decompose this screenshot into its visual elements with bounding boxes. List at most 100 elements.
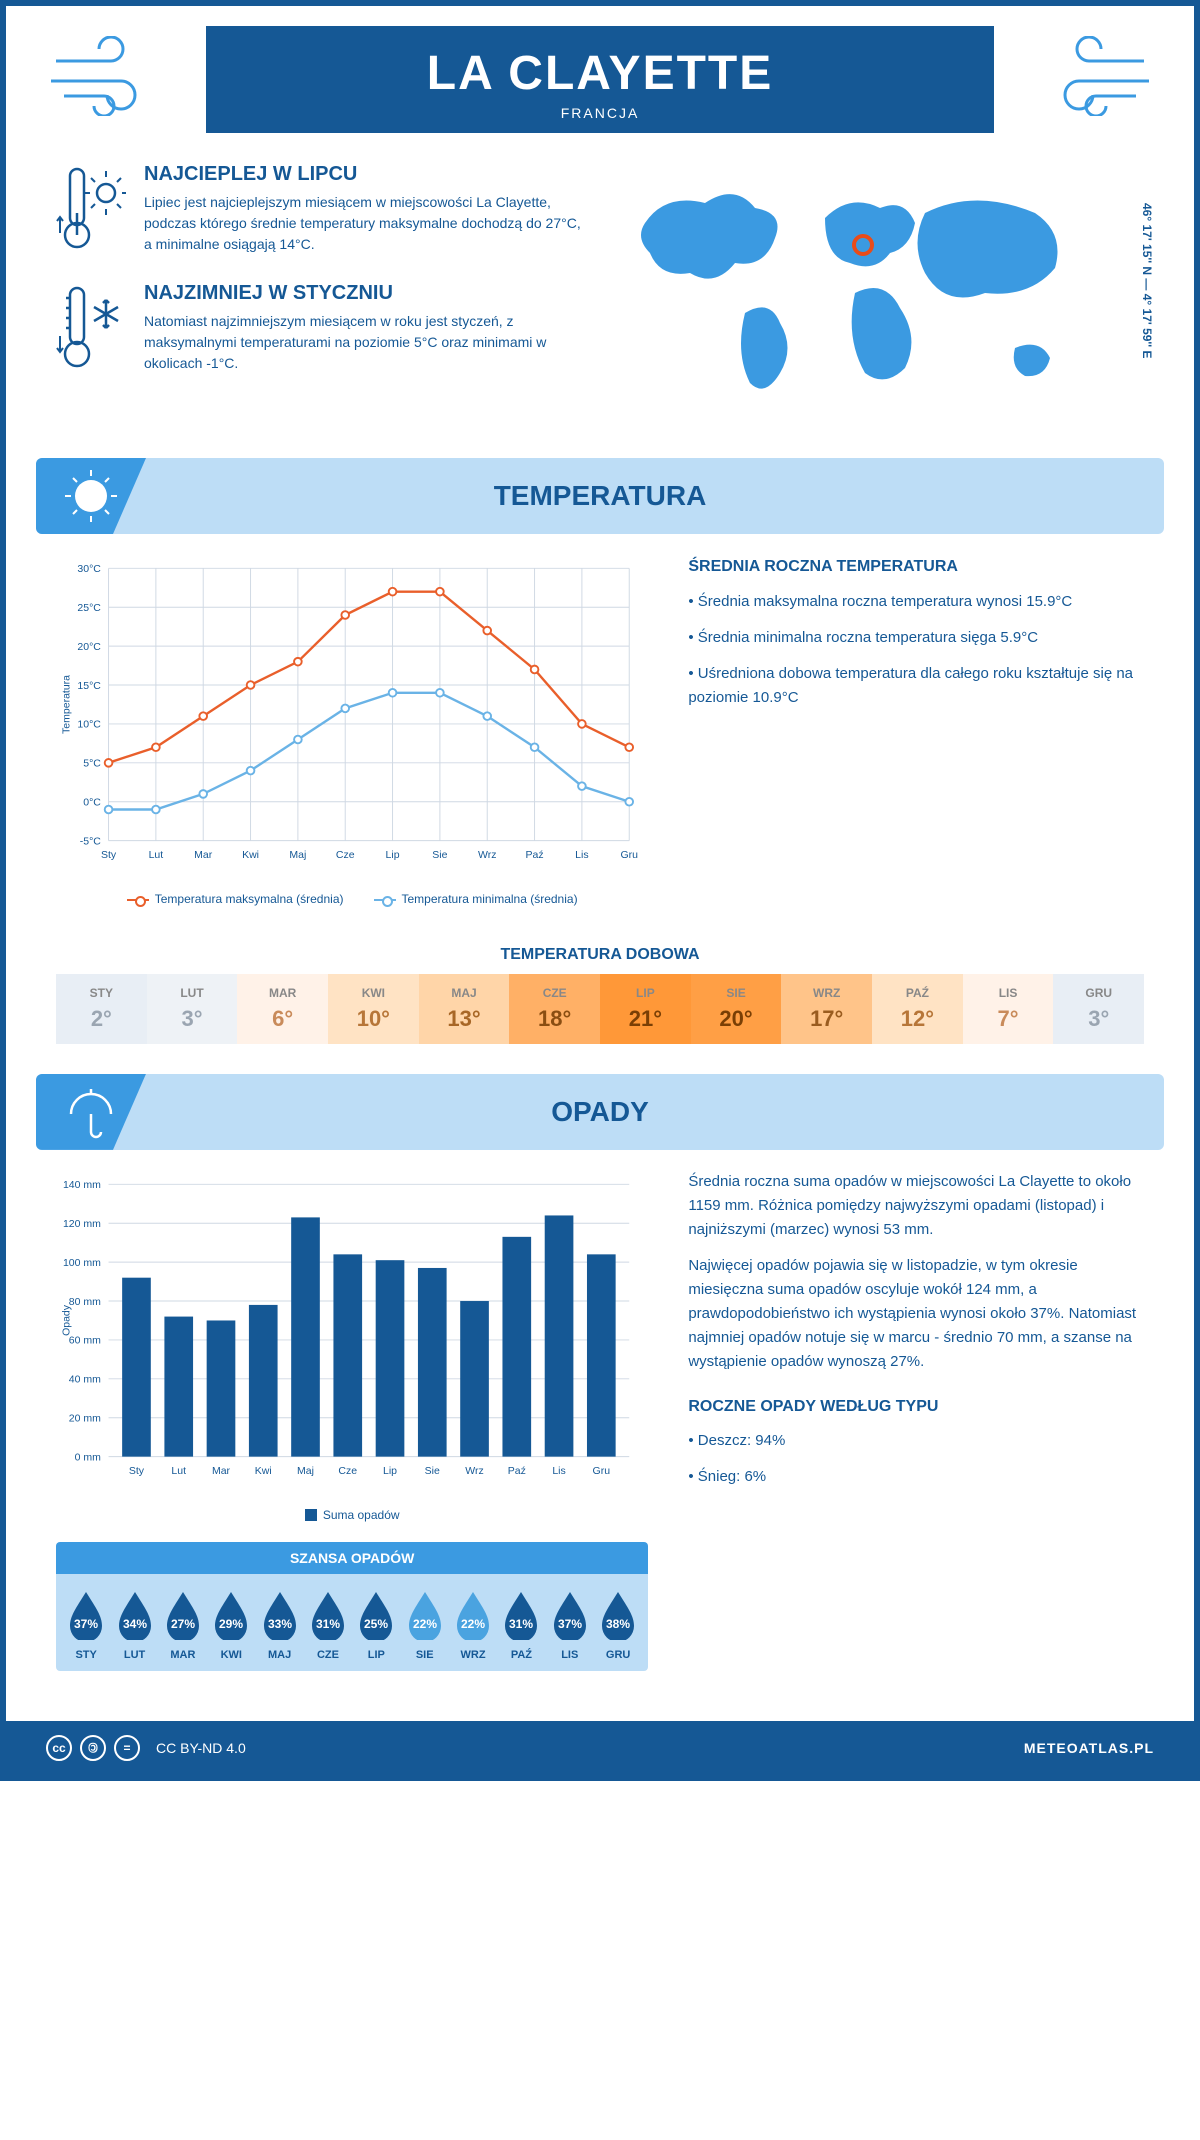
daily-temp-title: TEMPERATURA DOBOWA [6, 946, 1194, 964]
brand: METEOATLAS.PL [1024, 1740, 1154, 1756]
svg-text:20 mm: 20 mm [69, 1412, 101, 1424]
temp-summary-title: ŚREDNIA ROCZNA TEMPERATURA [688, 554, 1144, 580]
temp-bullet-0: • Średnia maksymalna roczna temperatura … [688, 590, 1144, 614]
chance-month: LUT [110, 1649, 158, 1661]
fact-cold-title: NAJZIMNIEJ W STYCZNIU [144, 282, 585, 305]
section-temperature-header: TEMPERATURA [36, 458, 1164, 534]
svg-text:Temperatura: Temperatura [60, 675, 72, 734]
svg-text:29%: 29% [219, 1617, 243, 1631]
svg-text:Maj: Maj [297, 1465, 314, 1477]
daily-value: 7° [963, 1006, 1054, 1032]
chance-month: WRZ [449, 1649, 497, 1661]
svg-text:40 mm: 40 mm [69, 1373, 101, 1385]
svg-text:30°C: 30°C [77, 563, 101, 575]
daily-month: STY [56, 986, 147, 1000]
chance-month: PAŹ [497, 1649, 545, 1661]
section-temperature-title: TEMPERATURA [494, 480, 707, 511]
svg-text:Mar: Mar [194, 849, 213, 861]
daily-value: 21° [600, 1006, 691, 1032]
chance-month: MAJ [255, 1649, 303, 1661]
daily-value: 17° [781, 1006, 872, 1032]
svg-text:Sty: Sty [129, 1465, 145, 1477]
svg-text:Cze: Cze [336, 849, 355, 861]
svg-text:60 mm: 60 mm [69, 1335, 101, 1347]
daily-month: LIS [963, 986, 1054, 1000]
umbrella-icon [36, 1074, 146, 1150]
svg-text:Gru: Gru [620, 849, 638, 861]
precip-legend: Suma opadów [56, 1508, 648, 1522]
svg-text:15°C: 15°C [77, 680, 101, 692]
svg-text:22%: 22% [461, 1617, 485, 1631]
daily-month: MAR [237, 986, 328, 1000]
fact-hot: NAJCIEPLEJ W LIPCU Lipiec jest najcieple… [56, 163, 585, 258]
precip-legend-label: Suma opadów [323, 1508, 400, 1522]
chance-month: CZE [304, 1649, 352, 1661]
temperature-content: -5°C0°C5°C10°C15°C20°C25°C30°CStyLutMarK… [6, 534, 1194, 926]
chance-month: LIS [546, 1649, 594, 1661]
precip-type-1: • Śnieg: 6% [688, 1465, 1144, 1489]
svg-text:25%: 25% [364, 1617, 388, 1631]
precip-type-title: ROCZNE OPADY WEDŁUG TYPU [688, 1394, 1144, 1420]
daily-month: CZE [509, 986, 600, 1000]
svg-text:Paź: Paź [526, 849, 544, 861]
svg-text:25°C: 25°C [77, 602, 101, 614]
daily-month: LUT [147, 986, 238, 1000]
daily-value: 6° [237, 1006, 328, 1032]
svg-text:Wrz: Wrz [465, 1465, 483, 1477]
chance-month: MAR [159, 1649, 207, 1661]
chance-month: LIP [352, 1649, 400, 1661]
precip-bar-chart: 0 mm 20 mm 40 mm 60 mm 80 mm 100 mm 120 mm 140 … [56, 1170, 648, 1495]
fact-cold: NAJZIMNIEJ W STYCZNIU Natomiast najzimni… [56, 282, 585, 377]
coordinates: 46° 17' 15'' N — 4° 17' 59'' E [1140, 203, 1154, 358]
svg-text:Lis: Lis [575, 849, 588, 861]
thermometer-snow-icon [56, 282, 126, 377]
daily-month: SIE [691, 986, 782, 1000]
title-banner: LA CLAYETTE FRANCJA [206, 26, 994, 133]
svg-text:Lis: Lis [552, 1465, 565, 1477]
daily-month: LIP [600, 986, 691, 1000]
daily-value: 13° [419, 1006, 510, 1032]
svg-text:Kwi: Kwi [255, 1465, 272, 1477]
daily-month: PAŹ [872, 986, 963, 1000]
svg-text:37%: 37% [558, 1617, 582, 1631]
precip-p1: Średnia roczna suma opadów w miejscowośc… [688, 1170, 1144, 1242]
wind-icon-left [46, 36, 156, 121]
svg-text:20°C: 20°C [77, 641, 101, 653]
footer: cc 🄯 = CC BY-ND 4.0 METEOATLAS.PL [6, 1721, 1194, 1775]
svg-text:140 mm: 140 mm [63, 1179, 101, 1191]
svg-text:Cze: Cze [338, 1465, 357, 1477]
svg-text:Gru: Gru [593, 1465, 611, 1477]
fact-hot-text: Lipiec jest najcieplejszym miesiącem w m… [144, 192, 585, 255]
svg-text:27%: 27% [171, 1617, 195, 1631]
svg-text:120 mm: 120 mm [63, 1218, 101, 1230]
chance-month: GRU [594, 1649, 642, 1661]
svg-text:0 mm: 0 mm [75, 1451, 102, 1463]
country-subtitle: FRANCJA [206, 105, 994, 121]
chance-title: SZANSA OPADÓW [56, 1542, 648, 1574]
chance-month: KWI [207, 1649, 255, 1661]
by-icon: 🄯 [80, 1735, 106, 1761]
svg-text:10°C: 10°C [77, 719, 101, 731]
world-map [615, 163, 1095, 423]
svg-text:80 mm: 80 mm [69, 1296, 101, 1308]
svg-text:100 mm: 100 mm [63, 1257, 101, 1269]
daily-month: GRU [1053, 986, 1144, 1000]
nd-icon: = [114, 1735, 140, 1761]
section-precip-title: OPADY [551, 1096, 649, 1127]
svg-text:34%: 34% [123, 1617, 147, 1631]
chance-drops: 37%STY34%LUT27%MAR29%KWI33%MAJ31%CZE25%L… [56, 1574, 648, 1671]
daily-temp-table: STY2°LUT3°MAR6°KWI10°MAJ13°CZE18°LIP21°S… [56, 974, 1144, 1044]
svg-text:Lip: Lip [386, 849, 400, 861]
svg-text:Maj: Maj [289, 849, 306, 861]
svg-text:Sty: Sty [101, 849, 117, 861]
license-text: CC BY-ND 4.0 [156, 1740, 246, 1756]
precip-content: 0 mm 20 mm 40 mm 60 mm 80 mm 100 mm 120 mm 140 … [6, 1150, 1194, 1691]
daily-value: 2° [56, 1006, 147, 1032]
daily-value: 20° [691, 1006, 782, 1032]
temp-bullet-2: • Uśredniona dobowa temperatura dla całe… [688, 662, 1144, 710]
cc-icon: cc [46, 1735, 72, 1761]
svg-text:Lut: Lut [171, 1465, 186, 1477]
chance-month: STY [62, 1649, 110, 1661]
daily-value: 3° [147, 1006, 238, 1032]
svg-text:-5°C: -5°C [80, 835, 102, 847]
